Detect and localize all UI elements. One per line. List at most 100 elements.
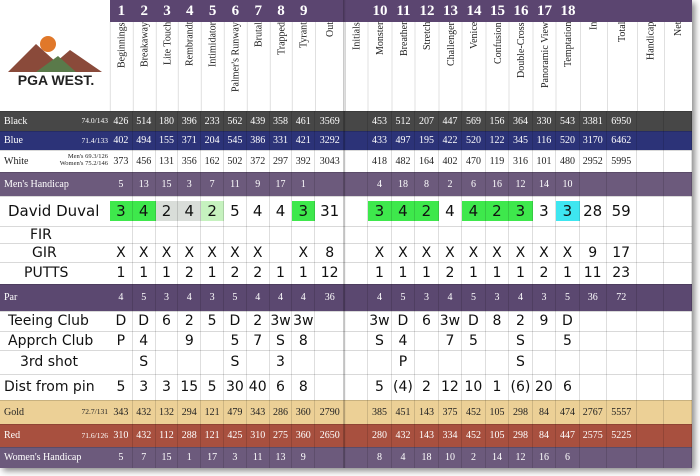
cell-value: 1: [486, 374, 510, 400]
empty-cell: [345, 150, 369, 172]
empty-cell: [345, 172, 369, 196]
cell-value: 8: [415, 172, 439, 196]
empty-cell: [607, 226, 637, 243]
cell-value: X: [292, 243, 316, 262]
cell-value: 18: [415, 447, 439, 468]
cell-value: 316: [509, 150, 533, 172]
cell-value: 4: [368, 284, 392, 311]
hole-name: Stretch: [415, 22, 439, 111]
hole-name: Intimidator: [201, 22, 224, 111]
empty-cell: [292, 226, 316, 243]
cell-value: 371: [178, 131, 202, 150]
cell-value: 2952: [580, 150, 607, 172]
cell-value: 3381: [580, 111, 607, 131]
logo-sun: [40, 36, 56, 52]
cell-value: 4: [392, 196, 416, 226]
cell-value: 2: [178, 262, 202, 284]
cell-value: 4: [392, 447, 416, 468]
nine-divider: [343, 0, 347, 468]
cell-value: 2790: [315, 400, 346, 424]
hole-number: 16: [513, 2, 529, 19]
row-band: [0, 350, 692, 374]
empty-cell: [178, 350, 202, 374]
cell-value: 2: [415, 196, 439, 226]
cell-value: 3: [133, 374, 156, 400]
row-label: Red: [4, 430, 21, 441]
empty-cell: [201, 226, 224, 243]
cell-value: 112: [156, 424, 179, 447]
empty-cell: [486, 350, 510, 374]
empty-cell: [637, 447, 664, 468]
cell-value: 3569: [315, 111, 346, 131]
cell-value: 494: [133, 131, 156, 150]
hole-number: 15: [489, 2, 505, 19]
empty-cell: [556, 350, 580, 374]
tee-rating: 74.0/143: [50, 111, 108, 131]
cell-value: 470: [462, 150, 486, 172]
row-label: Blue: [4, 135, 23, 146]
cell-value: 5: [133, 284, 156, 311]
cell-value: 1: [292, 172, 316, 196]
cell-value: X: [110, 243, 133, 262]
empty-cell: [110, 350, 133, 374]
empty-cell: [664, 243, 692, 262]
rating-line: 74.0/143: [81, 116, 108, 126]
cell-value: 2: [439, 172, 463, 196]
empty-cell: [580, 350, 607, 374]
cell-value: 6462: [607, 131, 637, 150]
empty-cell: [637, 424, 664, 447]
cell-value: 286: [270, 400, 293, 424]
cell-value: 20: [533, 374, 557, 400]
score-highlight: [132, 201, 156, 221]
empty-cell: [580, 374, 607, 400]
rating-line: Women's 75.2/146: [59, 160, 108, 167]
empty-cell: [637, 226, 664, 243]
row-band: [0, 311, 692, 331]
cell-value: 3: [270, 350, 293, 374]
cell-value: 432: [392, 424, 416, 447]
cell-value: 16: [486, 172, 510, 196]
cell-value: 3: [533, 284, 557, 311]
cell-value: 143: [415, 424, 439, 447]
cell-value: S: [224, 350, 247, 374]
cell-value: 180: [156, 111, 179, 131]
cell-value: 1: [270, 262, 293, 284]
empty-cell: [224, 226, 247, 243]
cell-value: 3: [415, 284, 439, 311]
row-band: [0, 226, 692, 243]
score-highlight: [462, 201, 486, 221]
cell-value: X: [556, 243, 580, 262]
cell-value: 5557: [607, 400, 637, 424]
cell-value: 3292: [315, 131, 346, 150]
cell-value: 13: [270, 447, 293, 468]
cell-value: 297: [270, 150, 293, 172]
cell-value: 2: [533, 262, 557, 284]
cell-value: 3170: [580, 131, 607, 150]
empty-cell: [462, 350, 486, 374]
cell-value: S: [270, 331, 293, 350]
empty-cell: [637, 350, 664, 374]
hole-number: 2: [140, 2, 148, 19]
cell-value: 8: [315, 243, 346, 262]
cell-value: 461: [292, 111, 316, 131]
cell-value: 4: [247, 196, 270, 226]
cell-value: 1: [156, 262, 179, 284]
cell-value: 7: [201, 172, 224, 196]
row-label: Women's Handicap: [4, 452, 82, 463]
hole-name: Breakaway: [132, 22, 156, 111]
row-label: FIR: [30, 226, 52, 243]
cell-value: 4: [178, 284, 202, 311]
cell-value: 569: [462, 111, 486, 131]
row-label: 3rd shot: [20, 354, 78, 370]
cell-value: 497: [392, 131, 416, 150]
cell-value: 2: [201, 196, 224, 226]
empty-cell: [315, 447, 346, 468]
cell-value: 310: [110, 424, 133, 447]
cell-value: 4: [110, 284, 133, 311]
cell-value: 543: [556, 111, 580, 131]
hole-number: 3: [163, 2, 171, 19]
empty-cell: [637, 243, 664, 262]
row-label: Men's Handicap: [4, 178, 69, 190]
cell-value: 2: [178, 311, 202, 331]
cell-value: 298: [509, 400, 533, 424]
